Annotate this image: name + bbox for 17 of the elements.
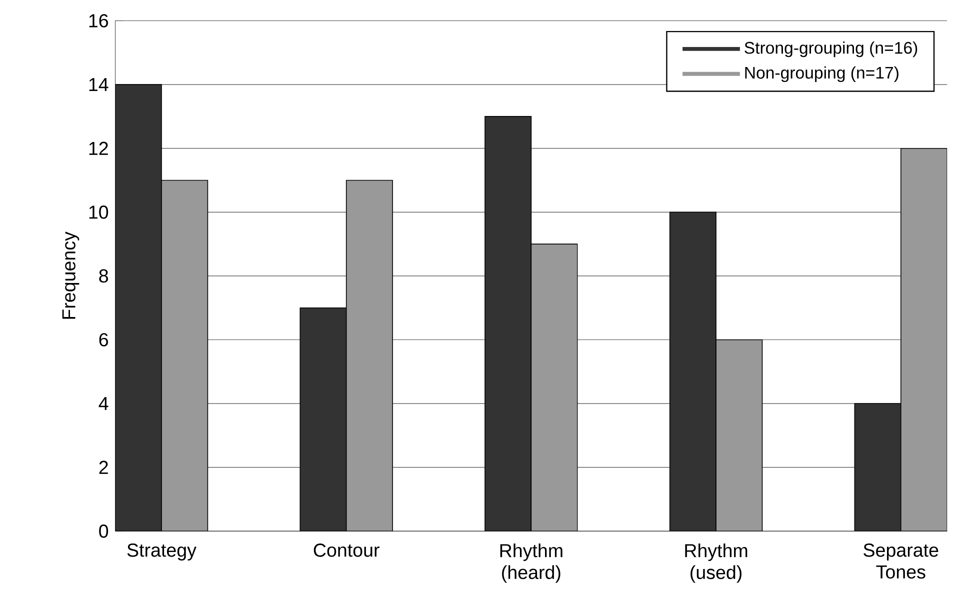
x-tick-label: Rhythm (used): [685, 543, 748, 583]
y-tick-label: 16: [89, 14, 108, 28]
y-tick-label: 8: [99, 269, 108, 282]
legend-label: Strong-grouping (n=16): [744, 41, 918, 58]
y-tick-label: 14: [89, 78, 108, 91]
x-tick-label: Rhythm (heard): [500, 543, 562, 583]
y-tick-label: 2: [99, 460, 108, 474]
y-tick-label: 10: [89, 205, 108, 219]
y-tick-label: 12: [89, 142, 108, 155]
x-tick-label: Strategy: [127, 543, 196, 560]
y-tick-label: 4: [98, 396, 108, 410]
legend-label: Non-grouping (n=17): [745, 66, 898, 82]
y-axis-title: Frequency: [62, 231, 80, 319]
y-tick-label: 0: [99, 524, 108, 538]
y-tick-label: 6: [99, 332, 108, 346]
x-tick-label: Separate Tones: [864, 543, 938, 578]
x-tick-label: Contour: [314, 543, 380, 557]
